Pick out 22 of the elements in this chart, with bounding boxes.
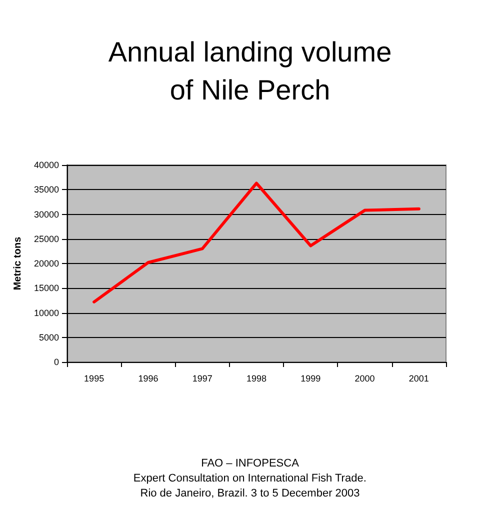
y-tick-label: 20000 <box>34 258 59 268</box>
chart-title: Annual landing volume of Nile Perch <box>108 36 392 106</box>
y-tick-label: 30000 <box>34 209 59 220</box>
text: Rio de Janeiro, Brazil. 3 to 5 December 2003 <box>140 488 360 500</box>
x-tick-label: 2001 <box>408 374 429 384</box>
y-tick-label: 10000 <box>34 308 59 318</box>
y-tick-label: 5000 <box>38 332 59 342</box>
y-tick-label: 40000 <box>34 160 59 170</box>
x-tick-label: 1999 <box>300 374 321 384</box>
x-tick-label: 1998 <box>246 374 267 384</box>
x-tick-label: 1997 <box>192 374 212 384</box>
y-tick-label: 0 <box>54 357 59 367</box>
y-tick-label: 15000 <box>34 283 59 294</box>
x-tick-label: 1996 <box>138 374 158 384</box>
text: FAO – INFOPESCA <box>201 458 300 470</box>
y-axis-title: Metric tons <box>12 236 24 290</box>
text: Expert Consultation on International Fish Trade. <box>133 472 366 484</box>
y-tick-label: 35000 <box>34 184 59 195</box>
line-series <box>92 182 420 304</box>
x-tick-label: 2000 <box>354 374 375 384</box>
x-tick-label: 1995 <box>84 374 104 384</box>
y-tick-label: 25000 <box>34 234 59 244</box>
